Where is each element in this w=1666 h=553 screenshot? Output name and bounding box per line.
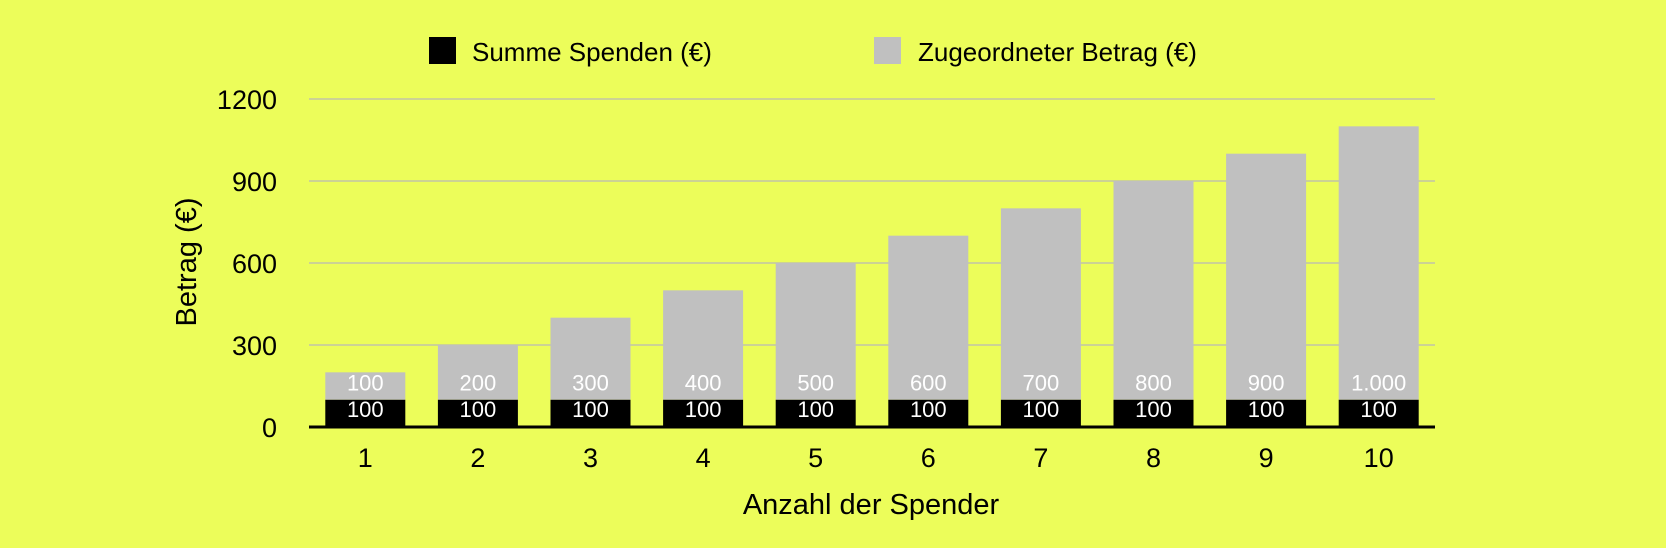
data-label-summe-spenden: 100 bbox=[685, 397, 722, 422]
data-label-zugeordneter-betrag: 200 bbox=[460, 371, 497, 396]
y-tick-label: 0 bbox=[262, 413, 277, 443]
y-axis-title: Betrag (€) bbox=[171, 198, 203, 327]
data-label-zugeordneter-betrag: 100 bbox=[347, 371, 384, 396]
legend-swatch-zugeordneter-betrag bbox=[874, 37, 901, 64]
legend-label-summe-spenden: Summe Spenden (€) bbox=[472, 37, 712, 67]
legend-label-zugeordneter-betrag: Zugeordneter Betrag (€) bbox=[918, 37, 1197, 67]
y-tick-label: 600 bbox=[232, 249, 277, 279]
x-tick-label: 10 bbox=[1364, 443, 1394, 473]
bar-zugeordneter-betrag-9 bbox=[1226, 153, 1307, 400]
bar-data-labels: 1001001002001003001004001005001006001007… bbox=[347, 371, 1406, 422]
bar-summe-spenden-6 bbox=[888, 399, 969, 427]
data-label-zugeordneter-betrag: 900 bbox=[1248, 371, 1285, 396]
x-axis-title: Anzahl der Spender bbox=[743, 489, 1000, 521]
bar-zugeordneter-betrag-1 bbox=[325, 372, 406, 400]
bars bbox=[325, 126, 1419, 427]
x-tick-label: 1 bbox=[358, 443, 373, 473]
data-label-zugeordneter-betrag: 800 bbox=[1135, 371, 1172, 396]
data-label-zugeordneter-betrag: 700 bbox=[1023, 371, 1060, 396]
bar-zugeordneter-betrag-4 bbox=[663, 290, 744, 400]
bar-zugeordneter-betrag-10 bbox=[1338, 126, 1419, 400]
bar-zugeordneter-betrag-5 bbox=[775, 263, 856, 400]
y-tick-label: 900 bbox=[232, 167, 277, 197]
data-label-summe-spenden: 100 bbox=[910, 397, 947, 422]
x-tick-label: 2 bbox=[470, 443, 485, 473]
y-tick-label: 300 bbox=[232, 331, 277, 361]
data-label-summe-spenden: 100 bbox=[1360, 397, 1397, 422]
x-tick-label: 8 bbox=[1146, 443, 1161, 473]
data-label-summe-spenden: 100 bbox=[347, 397, 384, 422]
x-tick-label: 6 bbox=[921, 443, 936, 473]
bar-summe-spenden-8 bbox=[1113, 399, 1194, 427]
bar-summe-spenden-2 bbox=[437, 399, 518, 427]
data-label-summe-spenden: 100 bbox=[797, 397, 834, 422]
bar-summe-spenden-9 bbox=[1226, 399, 1307, 427]
x-tick-label: 5 bbox=[808, 443, 823, 473]
bar-summe-spenden-1 bbox=[325, 399, 406, 427]
y-tick-label: 1200 bbox=[217, 85, 277, 115]
legend: Summe Spenden (€) Zugeordneter Betrag (€… bbox=[429, 37, 1197, 67]
bar-summe-spenden-4 bbox=[663, 399, 744, 427]
data-label-summe-spenden: 100 bbox=[1248, 397, 1285, 422]
x-tick-label: 9 bbox=[1259, 443, 1274, 473]
data-label-zugeordneter-betrag: 300 bbox=[572, 371, 609, 396]
data-label-summe-spenden: 100 bbox=[1023, 397, 1060, 422]
legend-swatch-summe-spenden bbox=[429, 37, 456, 64]
x-tick-label: 4 bbox=[696, 443, 711, 473]
y-axis-ticks: 0 300 600 900 1200 bbox=[217, 85, 277, 443]
bar-summe-spenden-7 bbox=[1000, 399, 1081, 427]
data-label-summe-spenden: 100 bbox=[1135, 397, 1172, 422]
bar-summe-spenden-3 bbox=[550, 399, 631, 427]
data-label-zugeordneter-betrag: 1.000 bbox=[1351, 371, 1406, 396]
data-label-zugeordneter-betrag: 500 bbox=[797, 371, 834, 396]
bar-zugeordneter-betrag-7 bbox=[1000, 208, 1081, 400]
data-label-summe-spenden: 100 bbox=[572, 397, 609, 422]
bar-zugeordneter-betrag-8 bbox=[1113, 181, 1194, 400]
bar-zugeordneter-betrag-3 bbox=[550, 317, 631, 400]
x-tick-label: 3 bbox=[583, 443, 598, 473]
x-axis-ticks: 1 2 3 4 5 6 7 8 9 10 bbox=[358, 443, 1394, 473]
bar-zugeordneter-betrag-6 bbox=[888, 235, 969, 400]
bar-zugeordneter-betrag-2 bbox=[437, 345, 518, 400]
x-tick-label: 7 bbox=[1033, 443, 1048, 473]
data-label-zugeordneter-betrag: 400 bbox=[685, 371, 722, 396]
bar-summe-spenden-5 bbox=[775, 399, 856, 427]
data-label-summe-spenden: 100 bbox=[460, 397, 497, 422]
data-label-zugeordneter-betrag: 600 bbox=[910, 371, 947, 396]
bar-summe-spenden-10 bbox=[1338, 399, 1419, 427]
